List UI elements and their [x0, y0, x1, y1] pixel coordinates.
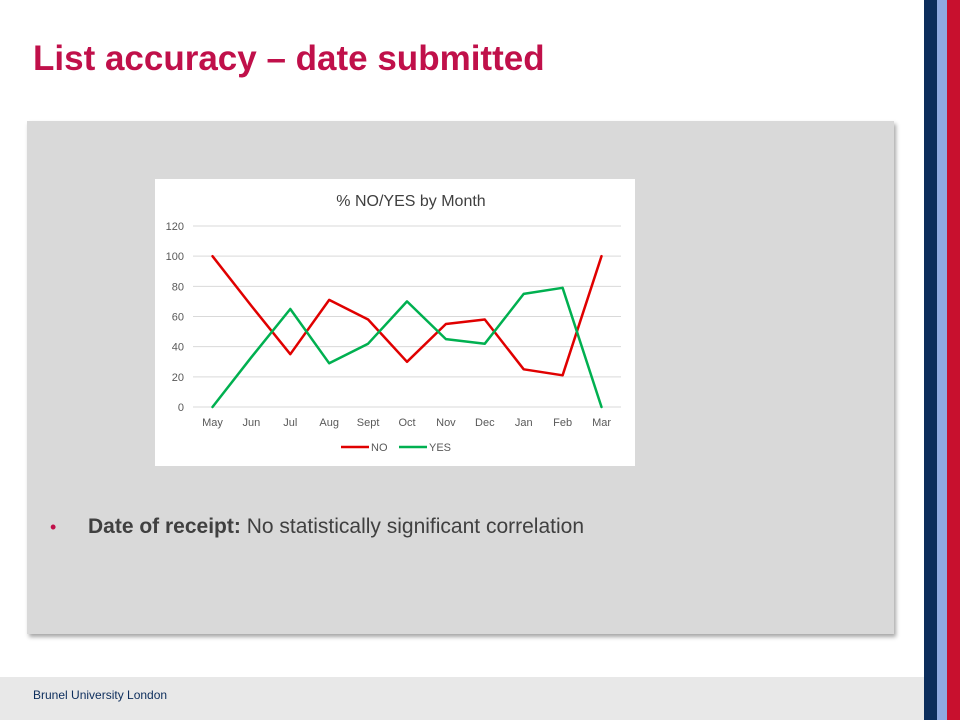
x-tick-label: Jul: [283, 417, 297, 429]
x-tick-label: Aug: [319, 417, 339, 429]
slide-title: List accuracy – date submitted: [33, 39, 545, 78]
y-tick-label: 0: [178, 402, 184, 414]
x-tick-label: Feb: [553, 417, 572, 429]
x-tick-label: Oct: [398, 417, 415, 429]
x-tick-label: Jan: [515, 417, 533, 429]
legend-label-yes: YES: [429, 442, 451, 454]
brand-stripe-light-blue: [937, 0, 947, 720]
x-tick-label: Mar: [592, 417, 611, 429]
brand-stripe-red: [947, 0, 960, 720]
y-tick-label: 40: [172, 342, 184, 354]
y-tick-label: 80: [172, 281, 184, 293]
x-tick-label: Sept: [357, 417, 380, 429]
footer-band: [0, 677, 924, 720]
bullet-marker: •: [50, 517, 57, 537]
x-tick-label: Nov: [436, 417, 456, 429]
brand-stripe-navy: [924, 0, 937, 720]
y-tick-label: 100: [166, 251, 184, 263]
chart-container: % NO/YES by Month 0 20 40 60 80 100 120 May Jun Ju…: [155, 179, 635, 466]
bullet-body: No statistically significant correlation: [240, 515, 585, 538]
x-tick-label: Jun: [242, 417, 260, 429]
y-tick-label: 20: [172, 372, 184, 384]
y-tick-label: 120: [166, 221, 184, 233]
chart-title: % NO/YES by Month: [336, 193, 485, 210]
brand-stripes: [924, 0, 960, 720]
x-tick-label: May: [202, 417, 223, 429]
legend-label-no: NO: [371, 442, 388, 454]
footer-brand-text: Brunel University London: [33, 688, 168, 702]
line-chart: % NO/YES by Month 0 20 40 60 80 100 120 May Jun Ju…: [166, 193, 621, 454]
series-line-no: [211, 254, 603, 377]
bullet-bold-label: Date of receipt:: [88, 515, 241, 538]
bullet-text: Date of receipt: No statistically signif…: [88, 513, 584, 541]
y-tick-label: 60: [172, 312, 184, 324]
series-line-yes: [211, 286, 603, 409]
x-tick-label: Dec: [475, 417, 495, 429]
